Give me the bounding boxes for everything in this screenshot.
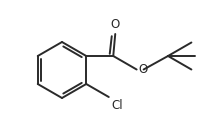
Text: Cl: Cl [112,99,123,112]
Text: O: O [139,63,148,76]
Text: O: O [111,18,120,31]
